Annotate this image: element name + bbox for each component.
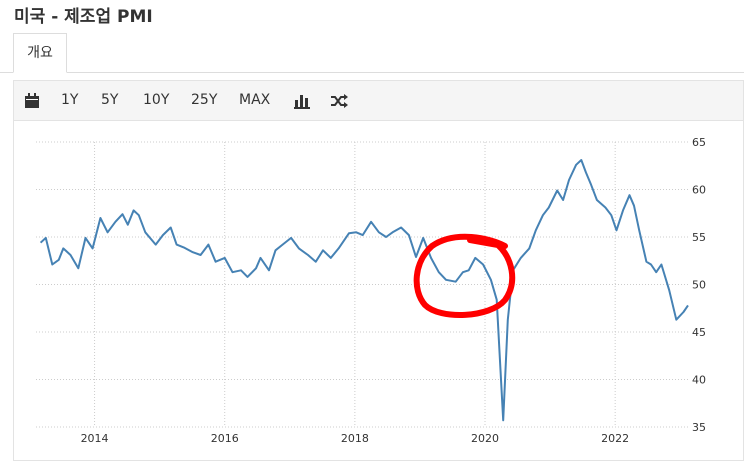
y-tick-label: 60 — [692, 184, 706, 197]
y-tick-label: 65 — [692, 136, 706, 149]
range-button[interactable]: MAX — [239, 92, 271, 108]
x-tick-label: 2014 — [81, 432, 109, 445]
bar-chart-icon[interactable] — [294, 93, 310, 109]
y-tick-label: 55 — [692, 231, 706, 244]
toolbar: 1Y 5Y 10Y 25Y MAX — [13, 80, 744, 121]
shuffle-icon[interactable] — [330, 93, 348, 109]
y-tick-label: 50 — [692, 279, 706, 292]
x-tick-label: 2022 — [601, 432, 629, 445]
y-tick-label: 45 — [692, 326, 706, 339]
data-line — [39, 159, 689, 422]
y-tick-label: 40 — [692, 374, 706, 387]
x-tick-label: 2018 — [341, 432, 369, 445]
x-tick-label: 2016 — [211, 432, 239, 445]
x-tick-label: 2020 — [471, 432, 499, 445]
range-button[interactable]: 25Y — [191, 92, 218, 108]
range-button[interactable]: 5Y — [101, 92, 119, 108]
annotation-circle — [413, 233, 516, 318]
page-title: 미국 - 제조업 PMI — [14, 7, 153, 27]
tab[interactable]: 개요 — [13, 33, 67, 73]
calendar-icon[interactable] — [24, 93, 40, 109]
range-button[interactable]: 1Y — [61, 92, 79, 108]
range-button[interactable]: 10Y — [143, 92, 170, 108]
y-tick-label: 35 — [692, 421, 706, 434]
tab-line — [0, 72, 744, 73]
